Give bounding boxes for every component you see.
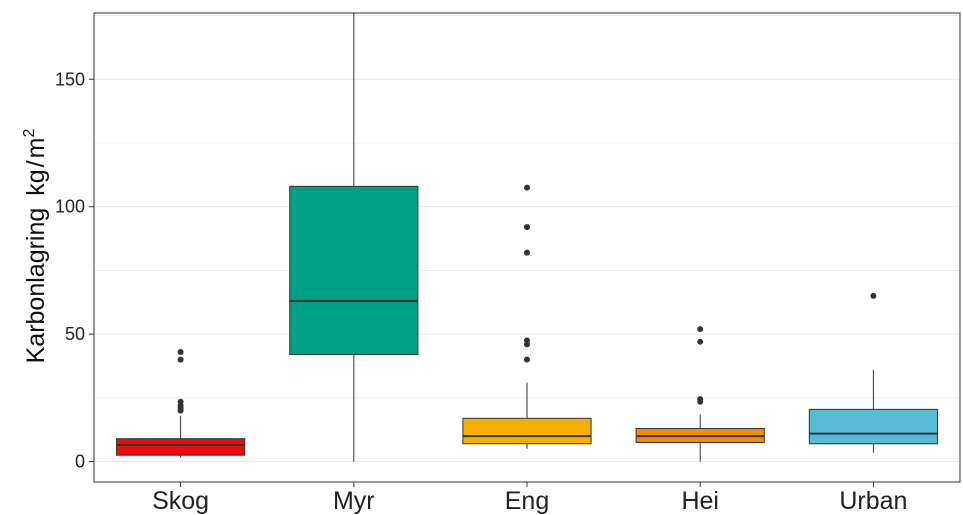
outlier-point [524,249,530,256]
outlier-point [524,337,530,344]
box-iqr [289,185,419,356]
outlier-point [177,356,184,363]
x-axis: Skog Myr Eng Hei Urban [152,482,907,515]
y-tick-label: 150 [55,69,85,89]
outlier-point [524,356,530,363]
outlier-point [697,326,704,333]
outlier-point [870,292,877,299]
boxes [116,13,938,462]
y-tick-label: 50 [65,324,85,344]
x-tick-label: Skog [152,487,209,515]
x-tick-label: Hei [681,487,719,515]
y-tick-label: 100 [55,197,85,217]
box-iqr [808,408,938,445]
outlier-point [697,338,704,345]
box-myr [289,13,419,462]
x-tick-label: Urban [839,487,907,515]
outlier-point [697,396,704,403]
box-hei [635,326,765,462]
outlier-point [177,349,184,356]
box-iqr [116,438,246,456]
outlier-point [177,398,184,405]
box-eng [462,184,592,449]
y-tick-label: 0 [75,452,85,472]
box-skog [116,349,246,458]
x-tick-label: Myr [333,487,375,515]
y-axis-label: Karbonlagringkg/m2 [21,129,50,364]
x-tick-label: Eng [505,487,549,515]
outlier-point [524,184,530,191]
box-iqr [462,417,592,445]
y-axis: 0 50 100 150 [55,69,94,472]
outlier-point [524,224,530,231]
box-urban [808,292,938,453]
